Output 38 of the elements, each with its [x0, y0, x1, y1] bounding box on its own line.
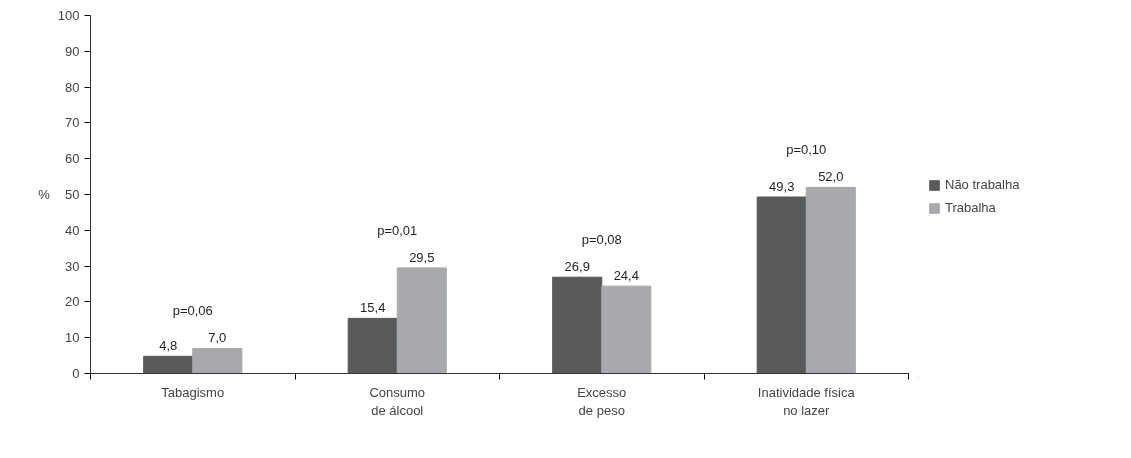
y-tick-label: 100 [57, 8, 80, 23]
y-tick-label: 50 [65, 187, 80, 202]
data-label: 52,0 [818, 169, 844, 185]
legend-label: Não trabalha [945, 177, 1020, 192]
y-tick-label: 20 [65, 294, 80, 310]
y-tick-label: 0 [72, 366, 80, 381]
y-tick-label: 10 [65, 330, 80, 346]
x-tick-label: Excesso de peso [577, 384, 627, 418]
annotation: p=0,06 [172, 303, 213, 319]
bar [756, 196, 807, 374]
y-tick-label: 40 [65, 222, 80, 238]
legend-label: Trabalha [945, 200, 996, 215]
data-label: 4,8 [159, 338, 178, 354]
data-label: 26,9 [564, 259, 590, 275]
y-tick-label: 60 [65, 151, 80, 167]
x-tick-label: Inatividade física no lazer [757, 384, 856, 418]
data-label: 29,5 [409, 249, 435, 265]
bar [601, 285, 652, 374]
data-label: 7,0 [208, 330, 227, 346]
data-label: 49,3 [769, 179, 795, 195]
annotation: p=0,08 [581, 232, 622, 248]
y-tick-label: 80 [65, 79, 80, 95]
data-label: 24,4 [613, 268, 639, 284]
x-tick-label: Consumo de álcool [369, 384, 426, 418]
annotation: p=0,10 [786, 142, 827, 158]
y-axis-title: % [38, 187, 51, 202]
y-tick-label: 70 [65, 115, 80, 131]
bar [143, 355, 194, 374]
y-tick-label: 30 [65, 258, 80, 274]
annotation: p=0,01 [377, 222, 418, 238]
bar [396, 267, 447, 374]
bar [192, 347, 243, 374]
data-label: 15,4 [360, 300, 386, 316]
bar [552, 276, 603, 374]
bar [347, 317, 398, 374]
x-tick-label: Tabagismo [161, 384, 225, 400]
y-tick-label: 90 [65, 43, 80, 59]
bar [805, 186, 856, 374]
